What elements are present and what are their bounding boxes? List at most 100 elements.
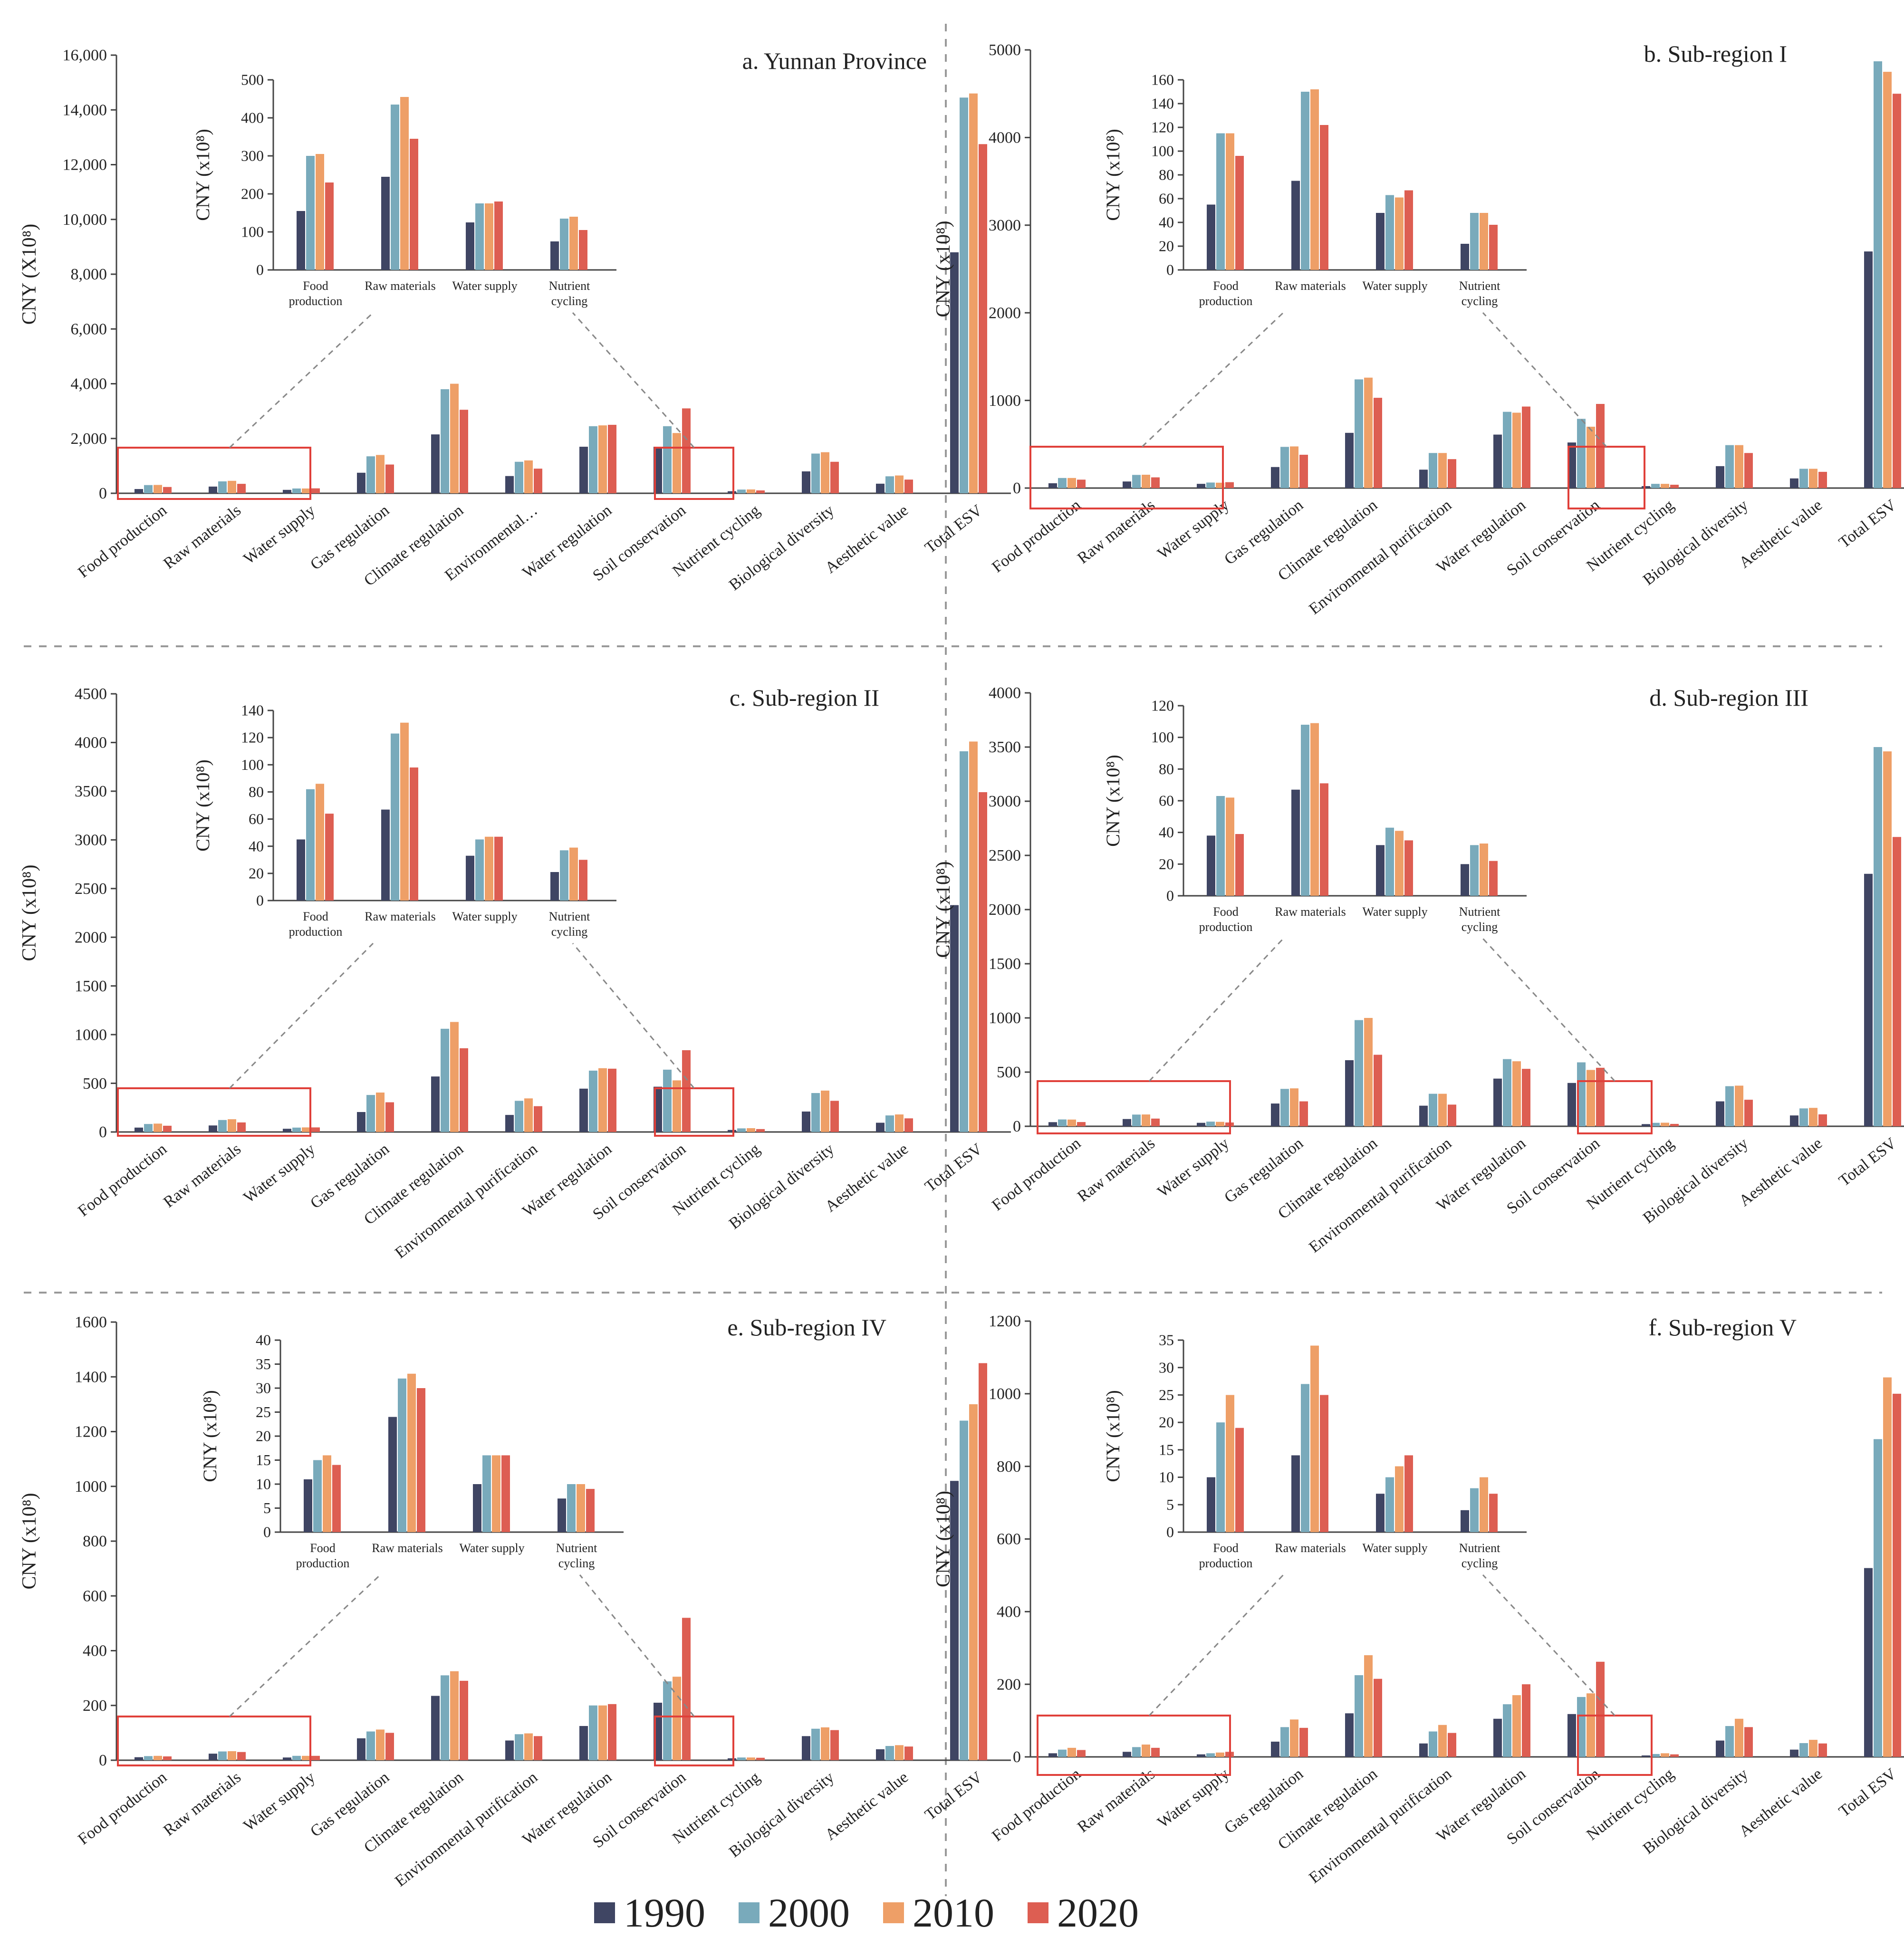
inset-y-tick-label: 40	[1159, 214, 1174, 231]
inset-bar-nutrient-cycling-1990	[1461, 864, 1469, 896]
main-y-tick-label: 3500	[75, 783, 107, 800]
main-bar-gas-regulation-2010	[1290, 446, 1298, 488]
main-bar-climate-regulation-2000	[441, 389, 449, 493]
inset-category-label-nutrient-cycling: Nutrient	[1459, 1541, 1500, 1555]
legend-swatch-1990	[594, 1902, 615, 1923]
inset-y-tick-label: 60	[1159, 190, 1174, 207]
connector-line-left	[1148, 938, 1284, 1082]
inset-bar-nutrient-cycling-2000	[1470, 213, 1479, 270]
legend-swatch-2020	[1028, 1902, 1048, 1923]
inset-bar-water-supply-2010	[1395, 1466, 1404, 1532]
inset-bar-water-supply-2010	[1395, 831, 1404, 896]
main-y-tick-label: 1000	[75, 1478, 107, 1496]
inset-category-label-water-supply: Water supply	[452, 910, 517, 923]
main-y-tick-label: 0	[1013, 479, 1021, 497]
main-bar-food-production-1990	[1048, 1122, 1057, 1126]
y-axis-title: CNY (x10⁸)	[19, 1493, 40, 1589]
inset-bar-nutrient-cycling-2010	[1480, 213, 1488, 270]
main-bar-total-esv-2020	[979, 144, 987, 493]
main-bar-total-esv-1990	[1864, 251, 1873, 488]
panel-title: f. Sub-region V	[1648, 1314, 1797, 1341]
main-bar-soil-conservation-1990	[1567, 442, 1576, 488]
main-y-tick-label: 3500	[989, 738, 1021, 756]
main-bar-food-production-2000	[144, 1124, 153, 1132]
inset-category-label-water-supply: Water supply	[452, 279, 517, 293]
legend-item-2010: 2010	[883, 1892, 994, 1933]
main-bar-climate-regulation-2020	[460, 1048, 468, 1132]
main-y-tick-label: 10,000	[63, 211, 107, 229]
main-category-label-water-supply: Water supply	[240, 501, 318, 568]
main-bar-water-supply-1990	[1197, 484, 1205, 488]
main-bar-gas-regulation-1990	[357, 472, 365, 493]
inset-y-tick-label: 15	[1159, 1441, 1174, 1458]
main-y-tick-label: 14,000	[63, 101, 107, 119]
inset-bar-nutrient-cycling-2000	[1470, 1488, 1479, 1532]
main-bar-food-production-1990	[135, 489, 143, 493]
inset-category-label-food-production: production	[296, 1556, 350, 1570]
main-bar-raw-materials-2000	[218, 481, 227, 493]
main-bar-environmental-purification-2020	[534, 1106, 542, 1132]
inset-bar-water-supply-2000	[475, 203, 484, 270]
legend-label-2010: 2010	[913, 1890, 994, 1936]
inset-bar-raw-materials-2010	[400, 722, 409, 901]
main-bar-biological-diversity-2000	[811, 1728, 820, 1760]
main-bar-climate-regulation-2020	[1374, 398, 1382, 488]
inset-bar-nutrient-cycling-2020	[1489, 861, 1498, 896]
main-y-tick-label: 5000	[989, 41, 1021, 59]
inset-bar-food-production-2000	[306, 789, 315, 901]
inset-bar-nutrient-cycling-1990	[550, 872, 559, 901]
inset-bar-water-supply-2020	[494, 201, 503, 270]
inset-y-tick-label: 60	[1159, 792, 1174, 809]
main-bar-water-supply-2020	[311, 488, 320, 493]
inset-bar-water-supply-2000	[482, 1455, 491, 1532]
main-bar-environmental-purification-2010	[524, 1733, 533, 1760]
inset-y-tick-label: 200	[241, 185, 264, 202]
inset-category-label-nutrient-cycling: cycling	[558, 1556, 595, 1570]
inset-bar-food-production-2010	[1226, 133, 1234, 270]
main-bar-nutrient-cycling-2000	[1651, 1122, 1660, 1126]
main-bar-food-production-2020	[163, 1125, 172, 1132]
main-bar-soil-conservation-2010	[673, 433, 681, 493]
main-y-tick-label: 8,000	[71, 266, 107, 283]
main-y-tick-label: 1200	[75, 1423, 107, 1441]
main-bar-aesthetic-value-2010	[895, 1114, 904, 1132]
main-bar-water-regulation-2020	[608, 1704, 616, 1760]
inset-y-tick-label: 120	[1151, 119, 1174, 136]
main-bar-water-supply-2000	[292, 1755, 301, 1760]
inset-bar-food-production-2020	[1235, 834, 1244, 896]
inset-bar-food-production-2010	[316, 784, 324, 901]
main-bar-nutrient-cycling-2020	[1670, 484, 1679, 488]
main-y-tick-label: 600	[83, 1587, 107, 1605]
main-bar-food-production-2010	[154, 1123, 162, 1132]
inset-y-tick-label: 0	[1166, 887, 1174, 904]
main-category-label-raw-materials: Raw materials	[160, 501, 244, 572]
inset-bar-water-supply-2000	[475, 839, 484, 901]
main-category-label-environmental-purification: Environmental purification	[392, 1768, 541, 1890]
inset-bar-raw-materials-2020	[1320, 125, 1328, 270]
main-bar-nutrient-cycling-2000	[737, 489, 746, 493]
inset-bar-nutrient-cycling-2010	[1480, 844, 1488, 896]
main-bar-food-production-2020	[1077, 1750, 1086, 1757]
main-bar-nutrient-cycling-2010	[747, 489, 755, 493]
main-y-tick-label: 4000	[989, 129, 1021, 147]
main-bar-water-regulation-1990	[579, 1088, 588, 1132]
main-bar-water-supply-2020	[1225, 482, 1234, 488]
inset-bar-water-supply-2020	[1404, 190, 1413, 270]
y-axis-title: CNY (x10⁸)	[933, 861, 954, 958]
main-bar-water-supply-2010	[1216, 482, 1224, 488]
main-bar-total-esv-2000	[1874, 1439, 1882, 1757]
main-bar-water-supply-1990	[283, 1129, 291, 1132]
main-y-tick-label: 1600	[75, 1314, 107, 1331]
main-bar-aesthetic-value-2010	[895, 1745, 904, 1760]
inset-bar-food-production-1990	[297, 211, 305, 270]
main-bar-environmental-purification-2010	[1438, 1093, 1447, 1126]
inset-y-tick-label: 25	[256, 1403, 271, 1420]
inset-y-axis-title: CNY (x10⁸)	[199, 1390, 221, 1482]
inset-bar-food-production-2000	[1216, 133, 1225, 270]
y-axis-title: CNY (X10⁸)	[19, 224, 40, 325]
highlight-box-left	[1037, 1715, 1231, 1776]
main-bar-raw-materials-2020	[1151, 1747, 1160, 1757]
inset-y-tick-label: 5	[1166, 1496, 1174, 1513]
